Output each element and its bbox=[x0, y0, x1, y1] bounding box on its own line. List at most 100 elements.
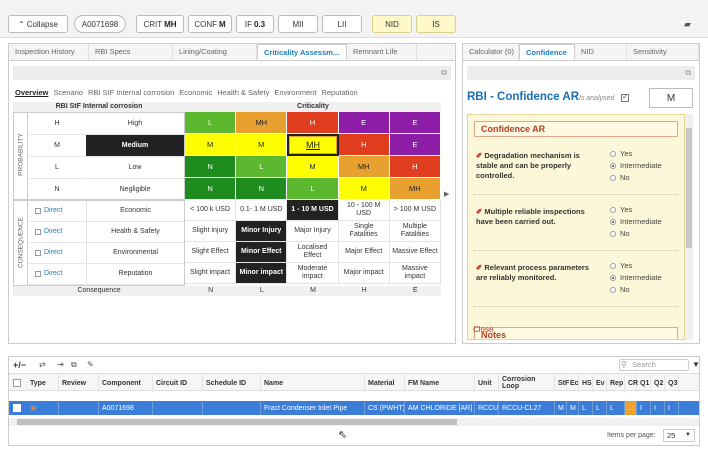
filter-icon[interactable]: ▼ bbox=[692, 360, 700, 369]
column-header[interactable]: Material bbox=[365, 374, 405, 392]
consequence-direct-link[interactable]: Direct bbox=[29, 264, 85, 285]
criticality-cell[interactable]: M bbox=[287, 156, 339, 178]
consequence-cell[interactable]: Localised Effect bbox=[287, 242, 339, 263]
criticality-cell[interactable]: E bbox=[389, 134, 441, 156]
radio-button[interactable] bbox=[610, 219, 616, 226]
column-header[interactable]: Corrosion Loop bbox=[499, 374, 555, 392]
radio-button[interactable] bbox=[610, 263, 616, 270]
radio-button[interactable] bbox=[610, 287, 616, 294]
edit-icon[interactable]: ✎ bbox=[87, 360, 94, 369]
table-row[interactable]: ✱ A0071698 Fract Condenser Inlet Pipe CS (P… bbox=[9, 401, 699, 415]
book-icon[interactable]: ▰ bbox=[684, 19, 691, 29]
column-header[interactable]: Type bbox=[27, 374, 59, 392]
consequence-cell[interactable]: Slight injury bbox=[185, 221, 237, 242]
tab-sensitivity[interactable]: Sensitivity bbox=[627, 44, 699, 60]
column-header[interactable]: Component bbox=[99, 374, 153, 392]
criticality-cell[interactable]: H bbox=[389, 156, 441, 178]
criticality-cell[interactable]: MH bbox=[287, 134, 339, 156]
radio-button[interactable] bbox=[610, 207, 616, 214]
criticality-cell[interactable]: MH bbox=[236, 112, 288, 134]
horizontal-scrollbar[interactable] bbox=[9, 418, 699, 426]
confidence-option[interactable]: No bbox=[610, 285, 630, 294]
tab-nid[interactable]: NID bbox=[575, 44, 627, 60]
radio-button[interactable] bbox=[610, 231, 616, 238]
criticality-cell[interactable]: E bbox=[338, 112, 390, 134]
column-header[interactable]: Name bbox=[261, 374, 365, 392]
consequence-cell[interactable]: Slight Effect bbox=[185, 242, 237, 263]
column-header[interactable]: Ev bbox=[593, 374, 607, 392]
row-checkbox[interactable] bbox=[13, 404, 21, 412]
consequence-cell[interactable]: Major impact bbox=[338, 263, 390, 284]
consequence-cell[interactable]: Major Effect bbox=[338, 242, 390, 263]
probability-level[interactable]: Negligible bbox=[86, 179, 184, 201]
criticality-cell[interactable]: L bbox=[185, 112, 237, 134]
items-per-page-select[interactable]: 25 ▼ bbox=[663, 429, 695, 442]
direct-checkbox[interactable] bbox=[35, 208, 41, 214]
probability-level[interactable]: High bbox=[86, 113, 184, 135]
criticality-cell[interactable]: N bbox=[185, 156, 237, 178]
consequence-cell[interactable]: Moderate impact bbox=[287, 263, 339, 284]
subtab-health-safety[interactable]: Health & Safety bbox=[217, 88, 270, 97]
confidence-option[interactable]: Yes bbox=[610, 205, 632, 214]
select-all-checkbox[interactable] bbox=[13, 379, 21, 387]
consequence-cell[interactable]: Minor impact bbox=[236, 263, 288, 284]
mii-button[interactable]: MII bbox=[278, 15, 318, 33]
criticality-cell[interactable]: MH bbox=[389, 178, 441, 200]
radio-button[interactable] bbox=[610, 175, 616, 182]
column-header[interactable]: HS bbox=[579, 374, 593, 392]
radio-button[interactable] bbox=[610, 275, 616, 282]
column-header[interactable]: Unit bbox=[475, 374, 499, 392]
search-input[interactable]: Search bbox=[619, 359, 689, 371]
criticality-cell[interactable]: N bbox=[236, 178, 288, 200]
subtab-overview[interactable]: Overview bbox=[15, 88, 49, 97]
consequence-cell[interactable]: Minor Injury bbox=[236, 221, 288, 242]
column-header[interactable]: Circuit ID bbox=[153, 374, 203, 392]
tab-remnant-life[interactable]: Remnant Life bbox=[347, 44, 417, 60]
tab-confidence[interactable]: Confidence bbox=[519, 44, 575, 60]
consequence-cell[interactable]: Multiple Fatalities bbox=[389, 221, 441, 242]
consequence-direct-link[interactable]: Direct bbox=[29, 201, 85, 222]
criticality-cell[interactable]: H bbox=[287, 112, 339, 134]
swap-icon[interactable]: ⇄ bbox=[39, 360, 46, 369]
confidence-option[interactable]: Intermediate bbox=[610, 161, 662, 170]
column-header[interactable]: StF bbox=[555, 374, 569, 392]
is-analysed-checkbox[interactable]: ✓ bbox=[621, 94, 629, 102]
column-header[interactable]: Ec bbox=[567, 374, 579, 392]
consequence-cell[interactable]: Minor Effect bbox=[236, 242, 288, 263]
confidence-option[interactable]: No bbox=[610, 229, 630, 238]
column-header[interactable]: CR bbox=[625, 374, 638, 392]
criticality-cell[interactable]: H bbox=[338, 134, 390, 156]
radio-button[interactable] bbox=[610, 151, 616, 158]
confidence-option[interactable]: No bbox=[610, 173, 630, 182]
tab-lining-coating[interactable]: Lining/Coating bbox=[173, 44, 257, 60]
criticality-cell[interactable]: L bbox=[236, 156, 288, 178]
consequence-cell[interactable]: > 100 M USD bbox=[389, 200, 441, 221]
column-header[interactable]: Q2 bbox=[651, 374, 665, 392]
consequence-cell[interactable]: 0.1- 1 M USD bbox=[236, 200, 288, 221]
add-remove-icon[interactable]: +/− bbox=[13, 360, 27, 370]
export-icon[interactable]: ⇥ bbox=[57, 360, 64, 369]
consequence-cell[interactable]: 10 - 100 M USD bbox=[338, 200, 390, 221]
subtab-economic[interactable]: Economic bbox=[179, 88, 213, 97]
subtab-rbi-stf[interactable]: RBI StF Internal corrosion bbox=[87, 88, 175, 97]
tab-criticality-assessment[interactable]: Criticality Assessm... bbox=[257, 44, 347, 60]
close-link[interactable]: Close bbox=[473, 325, 494, 334]
confidence-option[interactable]: Intermediate bbox=[610, 273, 662, 282]
column-header[interactable]: Q3 bbox=[665, 374, 679, 392]
column-header[interactable]: Rep bbox=[607, 374, 625, 392]
consequence-cell[interactable]: Massive impact bbox=[389, 263, 441, 284]
consequence-cell[interactable]: Major Injury bbox=[287, 221, 339, 242]
radio-button[interactable] bbox=[610, 163, 616, 170]
confidence-option[interactable]: Yes bbox=[610, 261, 632, 270]
confidence-option[interactable]: Intermediate bbox=[610, 217, 662, 226]
column-header[interactable]: Review bbox=[59, 374, 99, 392]
probability-level[interactable]: Low bbox=[86, 157, 184, 179]
direct-checkbox[interactable] bbox=[35, 250, 41, 256]
column-header[interactable]: Q1 bbox=[637, 374, 651, 392]
confidence-option[interactable]: Yes bbox=[610, 149, 632, 158]
copy-icon[interactable]: ⧉ bbox=[441, 68, 447, 77]
collapse-button[interactable]: ⌃ Collapse bbox=[8, 15, 68, 33]
is-button[interactable]: IS bbox=[416, 15, 456, 33]
consequence-cell[interactable]: 1 - 10 M USD bbox=[287, 200, 339, 221]
consequence-cell[interactable]: Massive Effect bbox=[389, 242, 441, 263]
